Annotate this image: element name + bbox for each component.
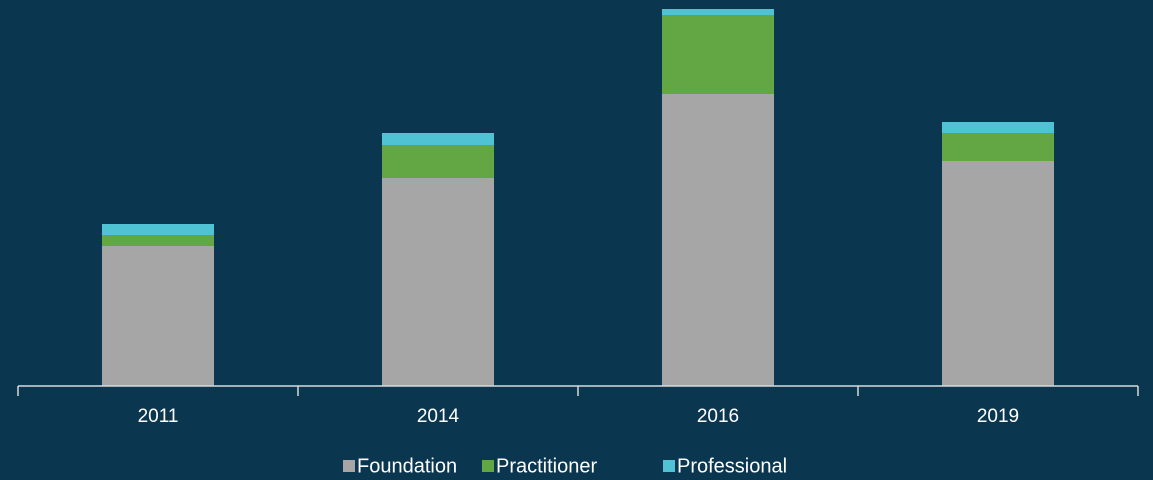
bar-segment — [102, 235, 214, 246]
bar-segment — [382, 178, 494, 386]
bar-segment — [102, 246, 214, 386]
legend-label: Foundation — [357, 455, 457, 477]
bar-segment — [662, 15, 774, 94]
legend-swatch — [663, 460, 675, 472]
legend-label: Professional — [677, 455, 787, 477]
x-tick-label: 2016 — [697, 406, 739, 427]
bar-segment — [382, 133, 494, 145]
bar-segment — [662, 94, 774, 386]
bar-segment — [942, 122, 1054, 133]
legend-label: Practitioner — [496, 455, 597, 477]
legend-swatch — [482, 460, 494, 472]
x-tick-label: 2011 — [138, 406, 179, 427]
x-tick-label: 2019 — [977, 406, 1019, 427]
x-tick-label: 2014 — [417, 406, 460, 427]
bar-segment — [662, 9, 774, 15]
bar-segment — [382, 145, 494, 178]
legend-swatch — [343, 460, 355, 472]
bar-segment — [942, 161, 1054, 386]
bar-segment — [102, 224, 214, 235]
bar-segment — [942, 133, 1054, 161]
